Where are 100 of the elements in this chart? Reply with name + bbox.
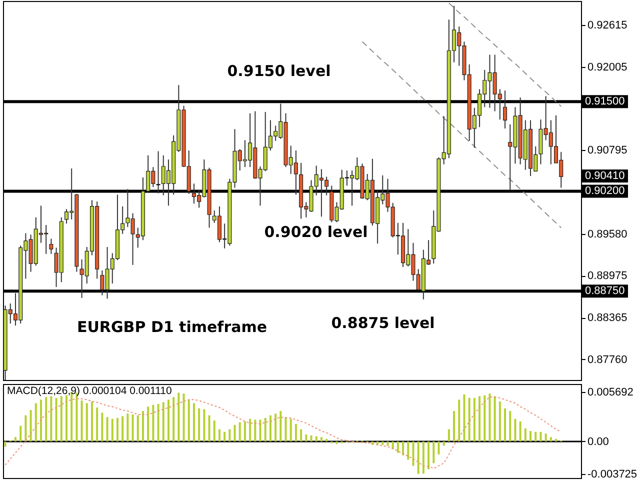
bar <box>310 435 312 442</box>
bar <box>55 398 58 442</box>
bar <box>45 397 48 442</box>
chart-title: MACD(12,26,9) 0.000104 0.001110 <box>7 385 172 397</box>
ref-line-label: 0.91500 <box>585 96 625 108</box>
bar <box>530 431 532 442</box>
bar <box>294 424 297 442</box>
y-tick-label: 0.005692 <box>588 386 634 398</box>
bar <box>50 396 52 442</box>
y-tick-label: 0.89580 <box>588 228 628 240</box>
line-series <box>4 396 562 469</box>
candlestick <box>49 238 54 254</box>
y-tick-label: 0.88975 <box>588 270 628 282</box>
bar <box>269 415 272 442</box>
bar <box>438 441 440 454</box>
bar <box>432 441 435 464</box>
bar <box>65 395 68 442</box>
bar <box>228 429 231 442</box>
line-series <box>448 2 562 107</box>
text: 0.90410 <box>585 170 625 182</box>
bar <box>468 398 470 442</box>
bar <box>484 395 486 442</box>
y-tick-label: 0.90795 <box>588 144 628 157</box>
y-tick-label: 0.00 <box>588 436 609 448</box>
bar <box>550 437 552 442</box>
bar <box>132 414 134 442</box>
bar <box>249 418 252 442</box>
bar <box>20 426 22 442</box>
bar <box>422 441 424 474</box>
bar <box>147 406 150 442</box>
bar <box>290 418 292 442</box>
bar <box>80 400 83 442</box>
bar <box>326 438 328 442</box>
bar <box>448 429 450 442</box>
bar <box>336 441 338 444</box>
candlestick <box>156 150 160 194</box>
bar <box>417 441 420 474</box>
bar <box>382 441 384 445</box>
bar <box>60 396 62 442</box>
bar <box>315 436 318 442</box>
bar <box>157 404 160 442</box>
bar <box>192 403 195 442</box>
bar <box>111 418 114 442</box>
candlestick <box>503 90 508 129</box>
bar <box>198 408 200 442</box>
bar <box>478 396 481 442</box>
bar <box>412 441 414 466</box>
bar <box>116 418 118 442</box>
bar <box>172 397 175 442</box>
bar <box>494 396 496 442</box>
bar <box>14 437 16 442</box>
bar <box>386 441 389 446</box>
bar <box>86 403 88 442</box>
bar <box>152 404 154 442</box>
bar <box>101 412 104 442</box>
bar <box>254 420 256 442</box>
bar <box>442 441 445 446</box>
bar <box>402 441 404 456</box>
bar <box>534 432 537 442</box>
bar <box>224 432 226 442</box>
bar <box>218 429 220 442</box>
bar <box>498 401 501 442</box>
bar <box>213 420 216 442</box>
bar <box>544 434 547 442</box>
bar <box>473 398 476 442</box>
bar <box>509 410 512 442</box>
annotation: 0.8875 level <box>331 314 435 332</box>
bar <box>40 400 42 442</box>
bar <box>264 418 266 442</box>
annotation: 0.9150 level <box>227 62 331 80</box>
bar <box>463 394 466 442</box>
ref-line-label: 0.90200 <box>585 185 625 198</box>
bar <box>142 410 144 442</box>
bar <box>555 438 558 442</box>
y-tick-label: 0.92005 <box>588 61 628 74</box>
y-tick-label: 0.87760 <box>588 354 628 366</box>
bar <box>30 410 32 442</box>
annotation: 0.9020 level <box>264 223 368 241</box>
bar <box>392 441 394 450</box>
bar <box>203 409 206 442</box>
bar <box>188 400 190 442</box>
bar <box>396 441 399 453</box>
bar <box>238 422 241 442</box>
bar <box>305 434 308 442</box>
bar <box>259 420 262 442</box>
annotation: EURGBP D1 timeframe <box>76 318 268 336</box>
bar <box>407 441 410 460</box>
bar <box>274 414 277 442</box>
bar <box>519 421 522 442</box>
bar <box>34 403 37 442</box>
bar <box>234 424 236 442</box>
bar <box>208 415 210 442</box>
bar <box>182 394 185 442</box>
bar <box>514 418 516 442</box>
bar <box>504 408 506 442</box>
bar <box>524 428 526 442</box>
bar <box>244 421 246 442</box>
bar <box>540 432 542 442</box>
bar <box>300 429 302 442</box>
bar <box>136 415 139 442</box>
